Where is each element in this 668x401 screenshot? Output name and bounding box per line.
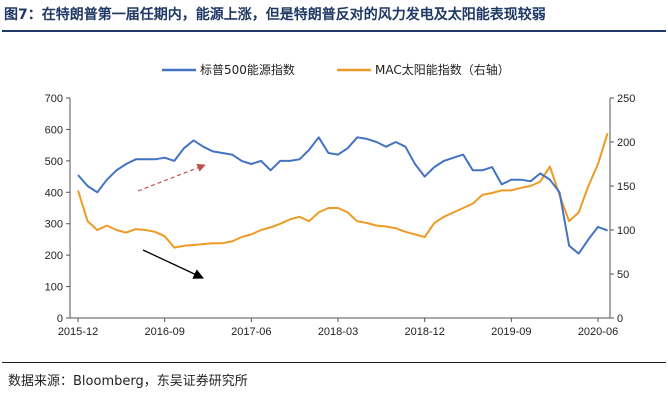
x-tick-label: 2017-06 — [231, 326, 271, 338]
left-y-ticks: 0 100 200 300 400 500 600 700 — [45, 93, 70, 325]
x-tick-label: 2018-12 — [404, 326, 444, 338]
left-tick-label: 300 — [45, 219, 63, 231]
source-note: 数据来源：Bloomberg，东吴证券研究所 — [8, 374, 248, 389]
legend-label-sp500: 标普500能源指数 — [200, 62, 295, 77]
legend-label-mac: MAC太阳能指数（右轴） — [375, 62, 510, 77]
x-tick-label: 2018-03 — [318, 326, 358, 338]
left-tick-label: 200 — [45, 250, 63, 262]
left-tick-label: 100 — [45, 282, 63, 294]
figure-title: 图7：在特朗普第一届任期内，能源上涨，但是特朗普反对的风力发电及太阳能表现较弱 — [4, 7, 546, 23]
left-tick-label: 600 — [45, 124, 63, 136]
right-y-ticks: 0 50 100 150 200 250 — [610, 93, 635, 325]
line-chart: 标普500能源指数 MAC太阳能指数（右轴） 01002003004005006… — [45, 62, 636, 338]
right-tick-label: 100 — [617, 225, 635, 237]
right-tick-label: 200 — [617, 137, 635, 149]
left-tick-label: 400 — [45, 187, 63, 199]
title-divider — [2, 30, 666, 32]
left-tick-label: 0 — [57, 313, 63, 325]
annotation-arrow-down — [142, 249, 204, 279]
x-ticks: 2015-12 2016-09 2017-06 2018-03 2018-12 2019-… — [58, 318, 618, 338]
right-tick-label: 0 — [617, 313, 623, 325]
series-line-sp500 — [77, 136, 608, 255]
series-line-mac — [77, 132, 609, 249]
x-tick-label: 2015-12 — [58, 326, 98, 338]
x-tick-label: 2020-06 — [578, 326, 618, 338]
source-divider — [2, 362, 666, 363]
x-tick-label: 2016-09 — [144, 326, 184, 338]
left-tick-label: 700 — [45, 93, 63, 105]
right-tick-label: 150 — [617, 181, 635, 193]
x-tick-label: 2019-09 — [491, 326, 531, 338]
annotation-arrow-up — [137, 163, 206, 192]
right-tick-label: 50 — [617, 269, 629, 281]
right-tick-label: 250 — [617, 93, 635, 105]
left-tick-label: 500 — [45, 156, 63, 168]
